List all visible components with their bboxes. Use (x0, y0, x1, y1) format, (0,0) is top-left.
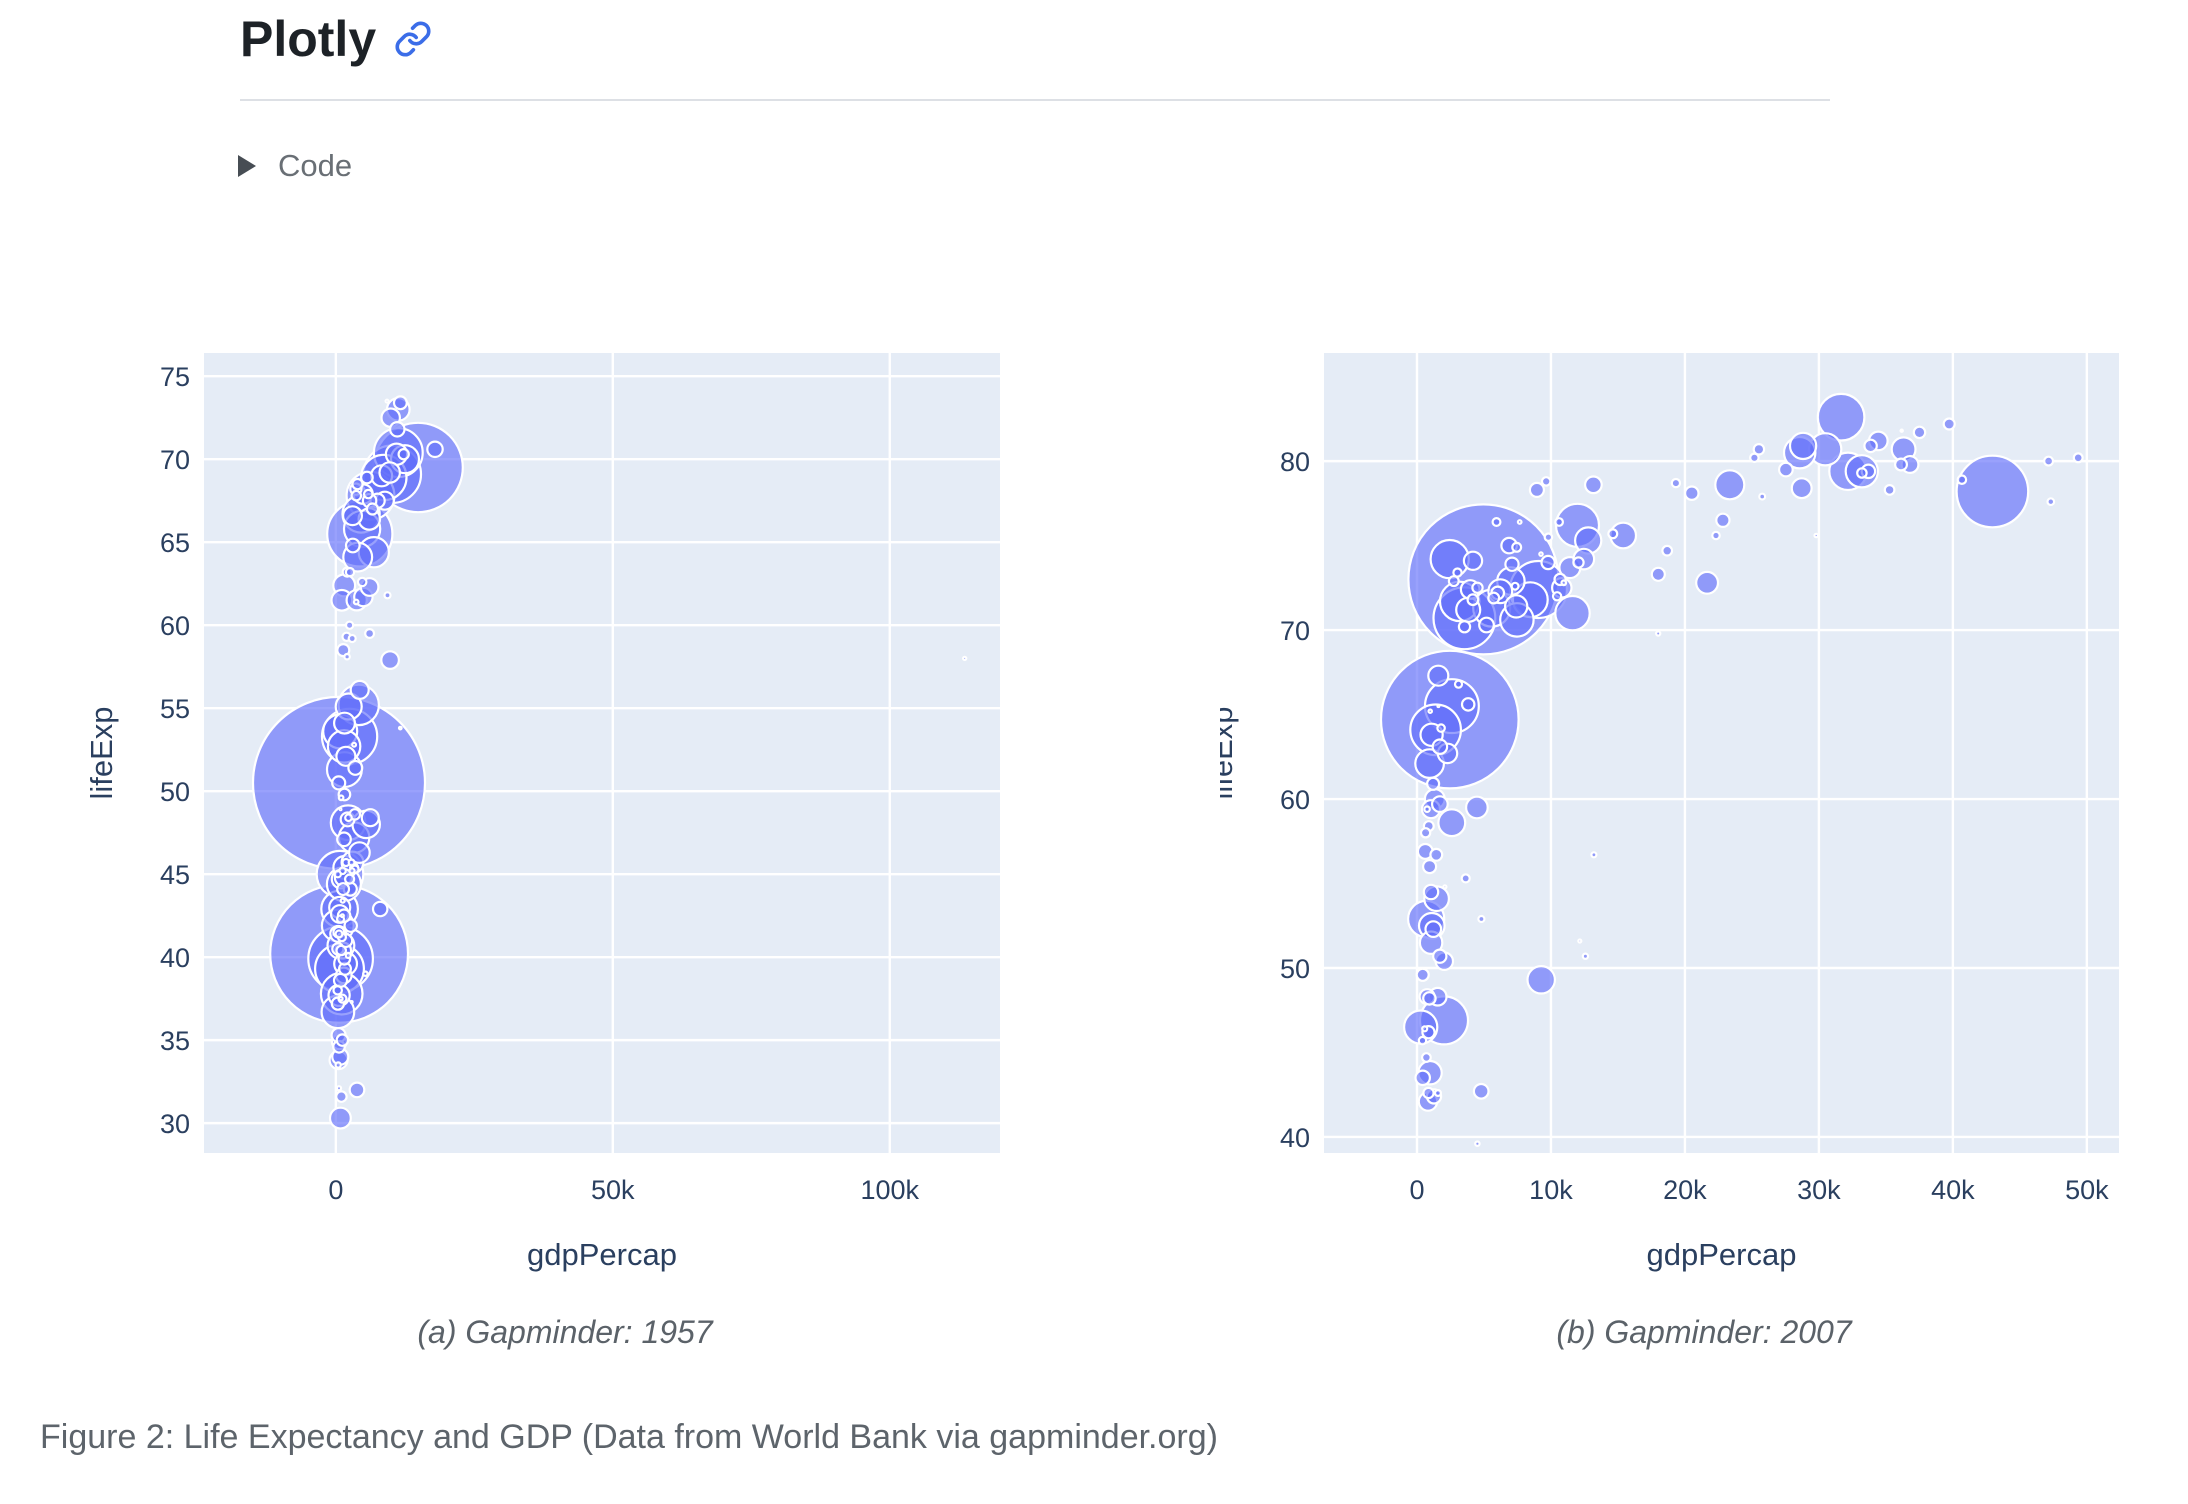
figure-caption: Figure 2: Life Expectancy and GDP (Data … (40, 1418, 1218, 1456)
svg-text:30: 30 (160, 1109, 190, 1139)
svg-text:50k: 50k (591, 1175, 635, 1205)
disclosure-triangle-icon (238, 155, 256, 177)
title-divider (240, 99, 1830, 101)
svg-text:100k: 100k (860, 1175, 919, 1205)
svg-text:lifeExp: lifeExp (84, 706, 119, 799)
page-title: Plotly (240, 10, 432, 68)
svg-text:50: 50 (1280, 954, 1310, 984)
svg-text:20k: 20k (1663, 1175, 1707, 1205)
svg-text:80: 80 (1280, 447, 1310, 477)
svg-text:0: 0 (1409, 1175, 1424, 1205)
svg-text:40: 40 (1280, 1123, 1310, 1153)
svg-text:75: 75 (160, 362, 190, 392)
svg-text:60: 60 (1280, 785, 1310, 815)
gapminder-2007-bubble-chart[interactable]: 40 50 60 70 80 0 10k 20k 30k 40k 50k gdpPercap lifeE… (1220, 340, 2188, 1280)
svg-text:lifeExp: lifeExp (1220, 706, 1239, 799)
scatter-plot-svg: 40 50 60 70 80 0 10k 20k 30k 40k 50k gdpPercap lifeE… (1220, 353, 2119, 1272)
subcaption-b: (b) Gapminder: 2007 (1556, 1314, 1852, 1350)
link-icon (394, 20, 432, 58)
svg-text:50: 50 (160, 777, 190, 807)
svg-text:70: 70 (1280, 616, 1310, 646)
svg-text:55: 55 (160, 694, 190, 724)
svg-text:65: 65 (160, 528, 190, 558)
scatter-plot-svg: 30 35 40 45 50 55 60 65 70 75 0 50k 100k gdpPercap lif… (84, 353, 1000, 1272)
code-disclosure-label: Code (278, 148, 353, 183)
page-title-text: Plotly (240, 11, 377, 67)
svg-text:70: 70 (160, 445, 190, 475)
code-disclosure: Code (238, 148, 352, 184)
svg-text:40: 40 (160, 943, 190, 973)
svg-text:gdpPercap: gdpPercap (527, 1237, 677, 1272)
subcaption-a: (a) Gapminder: 1957 (417, 1314, 713, 1350)
svg-text:35: 35 (160, 1026, 190, 1056)
svg-text:0: 0 (328, 1175, 343, 1205)
svg-text:30k: 30k (1797, 1175, 1841, 1205)
header-anchor-link[interactable] (394, 20, 432, 58)
code-disclosure-summary[interactable]: Code (238, 148, 352, 184)
svg-text:50k: 50k (2065, 1175, 2109, 1205)
svg-text:45: 45 (160, 860, 190, 890)
svg-text:60: 60 (160, 611, 190, 641)
svg-text:10k: 10k (1529, 1175, 1573, 1205)
gapminder-1957-bubble-chart[interactable]: 30 35 40 45 50 55 60 65 70 75 0 50k 100k gdpPercap lif… (60, 340, 1070, 1280)
svg-text:40k: 40k (1931, 1175, 1975, 1205)
svg-text:gdpPercap: gdpPercap (1647, 1237, 1797, 1272)
